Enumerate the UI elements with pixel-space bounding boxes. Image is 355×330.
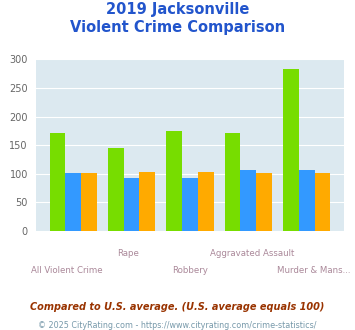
Text: 2019 Jacksonville: 2019 Jacksonville [106, 2, 249, 16]
Text: Compared to U.S. average. (U.S. average equals 100): Compared to U.S. average. (U.S. average … [30, 302, 325, 312]
Bar [256, 173, 272, 231]
Text: © 2025 CityRating.com - https://www.cityrating.com/crime-statistics/: © 2025 CityRating.com - https://www.city… [38, 321, 317, 330]
Bar [198, 172, 214, 231]
Bar [124, 178, 140, 231]
Bar [50, 133, 65, 231]
Legend: Jacksonville, Florida, National: Jacksonville, Florida, National [39, 326, 340, 330]
Bar [166, 131, 182, 231]
Text: Aggravated Assault: Aggravated Assault [209, 249, 294, 258]
Bar [283, 69, 299, 231]
Bar [240, 170, 256, 231]
Bar [315, 173, 330, 231]
Bar [182, 178, 198, 231]
Text: Murder & Mans...: Murder & Mans... [277, 266, 350, 275]
Bar [299, 170, 315, 231]
Bar [225, 133, 240, 231]
Bar [108, 148, 124, 231]
Bar [65, 173, 81, 231]
Text: Rape: Rape [117, 249, 139, 258]
Text: All Violent Crime: All Violent Crime [31, 266, 102, 275]
Text: Violent Crime Comparison: Violent Crime Comparison [70, 20, 285, 35]
Bar [81, 173, 97, 231]
Bar [140, 172, 155, 231]
Text: Robbery: Robbery [172, 266, 208, 275]
